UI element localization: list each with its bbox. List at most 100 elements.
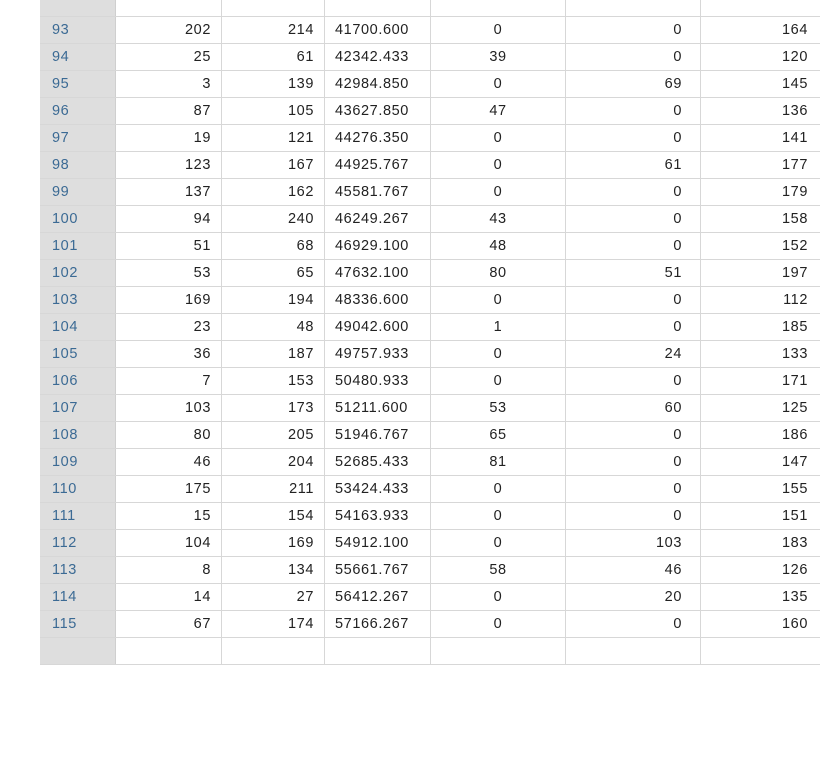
table-cell[interactable]: 136 — [782, 103, 808, 119]
table-cell[interactable]: 187 — [222, 341, 325, 367]
table-cell[interactable]: 65 — [222, 260, 325, 286]
table-cell[interactable]: 68 — [222, 233, 325, 259]
table-cell[interactable]: 80 — [431, 260, 566, 286]
table-cell[interactable]: 67 — [116, 611, 222, 637]
table-cell[interactable]: 39 — [431, 44, 566, 70]
table-row[interactable]: 106 7 153 50480.933 0 0 171 — [40, 368, 820, 395]
table-cell[interactable]: 0 — [566, 449, 701, 475]
row-index-cell[interactable]: 97 — [40, 125, 116, 151]
table-cell[interactable]: 45581.767 — [325, 179, 431, 205]
table-row[interactable]: 112 104 169 54912.100 0 103 183 — [40, 530, 820, 557]
table-row[interactable]: 101 51 68 46929.100 48 0 152 — [40, 233, 820, 260]
table-cell[interactable] — [116, 0, 222, 16]
row-index-cell[interactable]: 109 — [40, 449, 116, 475]
table-cell[interactable]: 204 — [222, 449, 325, 475]
table-cell[interactable]: 94 — [116, 206, 222, 232]
table-cell[interactable] — [431, 638, 566, 664]
table-cell[interactable]: 171 — [782, 373, 808, 389]
table-cell[interactable]: 54163.933 — [325, 503, 431, 529]
table-cell[interactable]: 139 — [222, 71, 325, 97]
table-cell[interactable] — [116, 638, 222, 664]
table-cell[interactable]: 65 — [431, 422, 566, 448]
table-cell[interactable]: 179 — [782, 184, 808, 200]
table-cell[interactable]: 174 — [222, 611, 325, 637]
table-cell[interactable]: 51 — [566, 260, 701, 286]
row-index-cell[interactable]: 98 — [40, 152, 116, 178]
table-cell[interactable]: 47632.100 — [325, 260, 431, 286]
table-row[interactable]: 93 202 214 41700.600 0 0 164 — [40, 17, 820, 44]
row-index-cell[interactable]: 113 — [40, 557, 116, 583]
table-cell[interactable]: 42984.850 — [325, 71, 431, 97]
row-index-cell[interactable] — [40, 0, 116, 16]
table-row[interactable]: 105 36 187 49757.933 0 24 133 — [40, 341, 820, 368]
table-cell[interactable]: 53424.433 — [325, 476, 431, 502]
row-index-cell[interactable]: 108 — [40, 422, 116, 448]
table-cell[interactable]: 0 — [431, 341, 566, 367]
table-cell[interactable] — [222, 0, 325, 16]
table-cell[interactable] — [566, 0, 701, 16]
table-cell[interactable]: 52685.433 — [325, 449, 431, 475]
table-cell[interactable]: 169 — [116, 287, 222, 313]
table-cell[interactable]: 53 — [431, 395, 566, 421]
table-cell[interactable]: 51 — [116, 233, 222, 259]
table-cell[interactable]: 54912.100 — [325, 530, 431, 556]
table-cell[interactable]: 15 — [116, 503, 222, 529]
table-cell[interactable]: 112 — [783, 292, 808, 308]
table-cell[interactable]: 0 — [431, 17, 566, 43]
table-cell[interactable]: 126 — [782, 562, 808, 578]
table-cell[interactable]: 194 — [222, 287, 325, 313]
table-cell[interactable]: 134 — [222, 557, 325, 583]
table-row[interactable]: 115 67 174 57166.267 0 0 160 — [40, 611, 820, 638]
table-cell[interactable]: 0 — [431, 611, 566, 637]
table-cell[interactable]: 50480.933 — [325, 368, 431, 394]
table-cell[interactable]: 80 — [116, 422, 222, 448]
table-row[interactable]: 114 14 27 56412.267 0 20 135 — [40, 584, 820, 611]
table-row[interactable]: 111 15 154 54163.933 0 0 151 — [40, 503, 820, 530]
row-index-cell[interactable]: 111 — [40, 503, 116, 529]
table-cell[interactable]: 81 — [431, 449, 566, 475]
table-cell[interactable]: 0 — [566, 287, 701, 313]
table-cell[interactable]: 44925.767 — [325, 152, 431, 178]
table-cell[interactable]: 49757.933 — [325, 341, 431, 367]
table-cell[interactable] — [701, 638, 820, 664]
table-cell[interactable]: 155 — [782, 481, 808, 497]
table-cell[interactable]: 69 — [566, 71, 701, 97]
table-cell[interactable]: 48 — [431, 233, 566, 259]
row-index-cell[interactable] — [40, 638, 116, 664]
table-cell[interactable] — [325, 638, 431, 664]
table-cell[interactable]: 121 — [222, 125, 325, 151]
row-index-cell[interactable]: 95 — [40, 71, 116, 97]
table-cell[interactable]: 19 — [116, 125, 222, 151]
table-cell[interactable]: 46249.267 — [325, 206, 431, 232]
row-index-cell[interactable]: 96 — [40, 98, 116, 124]
table-cell[interactable] — [325, 0, 431, 16]
table-cell[interactable]: 57166.267 — [325, 611, 431, 637]
table-row[interactable]: 110 175 211 53424.433 0 0 155 — [40, 476, 820, 503]
row-index-cell[interactable]: 105 — [40, 341, 116, 367]
table-cell[interactable]: 158 — [782, 211, 808, 227]
table-cell[interactable]: 177 — [782, 157, 808, 173]
row-index-cell[interactable]: 110 — [40, 476, 116, 502]
table-cell[interactable]: 211 — [222, 476, 325, 502]
table-cell[interactable]: 14 — [116, 584, 222, 610]
table-row[interactable]: 113 8 134 55661.767 58 46 126 — [40, 557, 820, 584]
row-index-cell[interactable]: 101 — [40, 233, 116, 259]
table-cell[interactable]: 151 — [782, 508, 808, 524]
table-cell[interactable]: 0 — [566, 125, 701, 151]
table-cell[interactable]: 120 — [782, 49, 808, 65]
table-cell[interactable]: 0 — [431, 476, 566, 502]
table-cell[interactable]: 0 — [566, 206, 701, 232]
table-cell[interactable]: 169 — [222, 530, 325, 556]
table-row[interactable]: 104 23 48 49042.600 1 0 185 — [40, 314, 820, 341]
table-cell[interactable]: 53 — [116, 260, 222, 286]
table-cell[interactable]: 61 — [566, 152, 701, 178]
table-cell[interactable]: 0 — [566, 233, 701, 259]
table-cell[interactable]: 0 — [431, 125, 566, 151]
table-cell[interactable]: 123 — [116, 152, 222, 178]
table-cell[interactable]: 0 — [431, 368, 566, 394]
table-cell[interactable]: 0 — [566, 17, 701, 43]
table-cell[interactable] — [701, 0, 820, 16]
table-cell[interactable]: 137 — [116, 179, 222, 205]
table-cell[interactable]: 154 — [222, 503, 325, 529]
table-row[interactable]: 107 103 173 51211.600 53 60 125 — [40, 395, 820, 422]
